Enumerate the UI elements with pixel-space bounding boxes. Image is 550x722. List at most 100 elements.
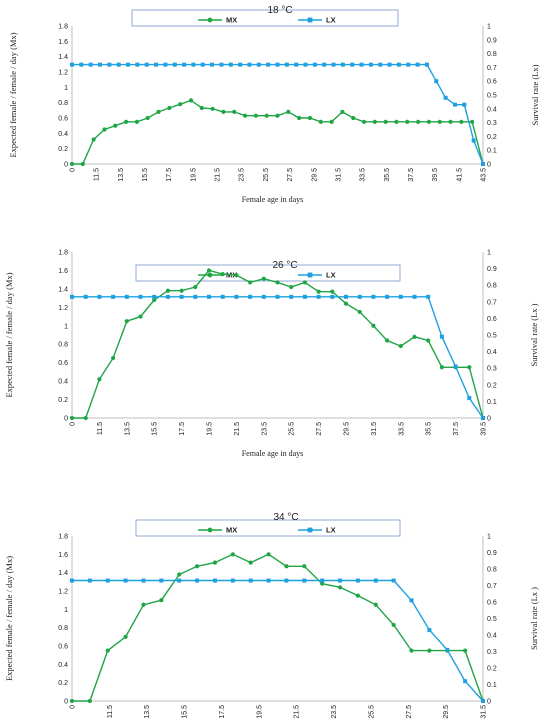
y-tick-label: 0 <box>64 162 68 169</box>
x-tick-label: 31.5 <box>335 168 342 182</box>
mx-point <box>351 115 356 121</box>
y-tick-label: 1 <box>64 607 68 614</box>
x-tick-label: 39.5 <box>481 422 488 436</box>
mx-point <box>383 119 388 124</box>
mx-point <box>179 288 184 293</box>
lx-point <box>445 647 450 652</box>
mx-point <box>470 119 475 124</box>
y2-tick-label: 0.5 <box>487 93 497 100</box>
lx-point <box>303 62 308 67</box>
mx-point <box>69 415 75 421</box>
lx-point <box>234 294 239 299</box>
mx-point <box>261 276 266 281</box>
mx-point <box>167 105 172 111</box>
mx-point <box>87 698 92 704</box>
lx-point <box>195 578 200 583</box>
mx-point <box>307 115 313 121</box>
y-tick-label: 0.8 <box>58 100 68 107</box>
lx-point <box>294 62 299 67</box>
y-tick-label: 1.2 <box>58 305 68 312</box>
lx-point <box>200 62 205 67</box>
mx-point <box>134 119 139 124</box>
lx-point <box>312 62 317 67</box>
lx-point <box>378 62 383 67</box>
mx-point <box>355 593 361 598</box>
mx-point <box>437 119 442 124</box>
y2-tick-label: 0 <box>487 416 491 423</box>
lx-point <box>406 62 411 67</box>
mx-point <box>248 560 253 565</box>
x-tick-label: 33.5 <box>360 168 367 182</box>
lx-point <box>424 62 429 67</box>
lx-point <box>409 598 414 603</box>
y2-tick-label: 1 <box>487 534 491 541</box>
mx-point <box>145 115 150 121</box>
mx-point <box>141 602 146 607</box>
lx-point <box>316 294 321 299</box>
mx-point <box>69 161 75 167</box>
y-tick-label: 1.2 <box>58 70 68 77</box>
chart-3: 34 °C MX LX 0 0.2 0.4 0.6 0.8 1 1.2 1.4 1.6 1.8 0 0.1 0… <box>4 512 539 719</box>
mx-point <box>340 109 345 114</box>
lx-point <box>177 578 182 583</box>
lx-point <box>330 294 335 299</box>
lx-point <box>70 294 74 299</box>
mx-point <box>91 137 96 142</box>
mx-point <box>242 113 248 118</box>
chart-1: 18 °C MX LX 0 0.2 0.4 0.6 0.8 1 1.2 1.4 1.6 1.8 0 0.1 0… <box>8 5 540 204</box>
lx-point <box>266 578 271 583</box>
y-tick-label: 1 <box>64 323 68 330</box>
mx-point <box>398 343 403 349</box>
legend-marker-mx <box>207 527 213 533</box>
x-tick-label: 25.5 <box>289 422 296 436</box>
lx-point <box>426 294 431 299</box>
y-tick-label: 1.4 <box>58 54 68 61</box>
mx-point <box>264 113 269 118</box>
y-tick-label: 1.8 <box>58 250 68 257</box>
y-tick-label: 1.6 <box>58 552 68 559</box>
y-tick-label: 0.4 <box>58 662 68 669</box>
lx-point <box>434 79 439 84</box>
lx-point <box>463 679 468 684</box>
legend-label-lx: LX <box>326 271 336 280</box>
y2-tick-label: 0.7 <box>487 583 497 590</box>
lx-point <box>427 628 432 633</box>
legend-marker-mx <box>207 272 213 278</box>
y2-tick-label: 0.3 <box>487 120 497 127</box>
lx-point <box>359 62 364 67</box>
lx-point <box>172 62 177 67</box>
x-tick-label: 37.5 <box>453 422 460 436</box>
lx-point <box>141 578 146 583</box>
x-tick-label: 21.5 <box>294 705 301 719</box>
lx-point <box>284 578 289 583</box>
x-tick-label: 17.5 <box>219 705 226 719</box>
y-tick-label: 0.2 <box>58 146 68 153</box>
x-tick-label: 0 <box>70 168 77 172</box>
y-tick-label: 0.2 <box>58 397 68 404</box>
lx-point <box>322 62 327 67</box>
x-tick-label: 37.5 <box>408 168 415 182</box>
mx-point <box>459 119 464 124</box>
lx-point <box>123 578 128 583</box>
lx-point <box>371 294 376 299</box>
mx-point <box>221 109 226 114</box>
y-axis-label: Expected female / female / day (Mx) <box>4 272 14 397</box>
x-tick-label: 41.5 <box>456 168 463 182</box>
lx-point <box>340 62 345 67</box>
mx-point <box>320 581 325 586</box>
x-tick-label: 29.5 <box>311 168 318 182</box>
y-tick-label: 1.4 <box>58 570 68 577</box>
lx-point <box>179 294 184 299</box>
lx-point <box>471 138 476 143</box>
lx-point <box>350 62 355 67</box>
y2-tick-label: 0.7 <box>487 65 497 72</box>
y-tick-label: 0.2 <box>58 680 68 687</box>
mx-point <box>289 284 294 290</box>
lx-point <box>344 294 348 299</box>
mx-point <box>165 288 170 293</box>
y2-tick-label: 0.5 <box>487 333 497 340</box>
series-line-mx <box>72 99 484 165</box>
y2-tick-label: 0.5 <box>487 616 497 623</box>
lx-point <box>391 578 396 583</box>
